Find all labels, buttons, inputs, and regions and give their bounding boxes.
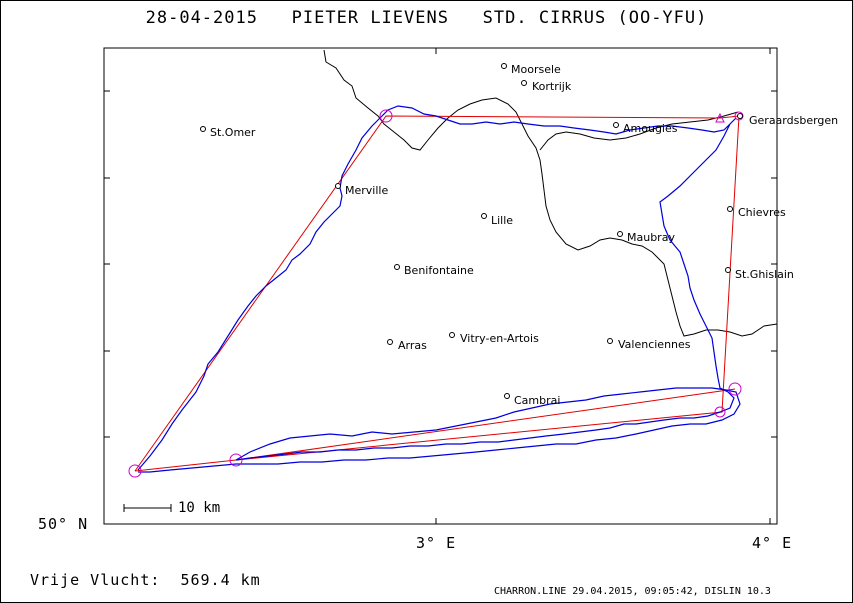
scale-bar bbox=[123, 504, 172, 512]
free-flight-distance: Vrije Vlucht: 569.4 km bbox=[30, 571, 261, 589]
distance-label: Vrije Vlucht: bbox=[30, 571, 161, 589]
finish-triangle bbox=[715, 112, 725, 123]
place-label: Moorsele bbox=[511, 63, 561, 76]
place-label: Geraardsbergen bbox=[749, 114, 839, 127]
place-markers bbox=[200, 63, 743, 399]
footer-info: CHARRON.LINE 29.04.2015, 09:05:42, DISLI… bbox=[494, 586, 771, 597]
place-label: Maubray bbox=[627, 231, 675, 244]
country-border-north bbox=[539, 111, 739, 151]
axis-ticks bbox=[104, 48, 777, 525]
turnpoint-4 bbox=[714, 406, 726, 418]
turnpoint-3 bbox=[728, 382, 742, 396]
place-label: Lille bbox=[491, 214, 514, 227]
country-border bbox=[323, 49, 778, 337]
place-label: Merville bbox=[345, 184, 389, 197]
longitude-label-4e: 4° E bbox=[752, 534, 793, 552]
scale-bar-label: 10 km bbox=[178, 500, 221, 516]
latitude-label: 50° N bbox=[38, 515, 89, 533]
task-lines bbox=[134, 115, 740, 472]
place-label: Amougies bbox=[623, 122, 678, 135]
flight-title: 28-04-2015 PIETER LIEVENS STD. CIRRUS (O… bbox=[145, 8, 708, 28]
place-label: Kortrijk bbox=[532, 80, 572, 93]
turnpoint-5 bbox=[229, 453, 243, 467]
place-label: St.Ghislain bbox=[735, 268, 794, 281]
place-label: Chievres bbox=[738, 206, 786, 219]
place-label: Valenciennes bbox=[618, 338, 691, 351]
plot-area-border bbox=[103, 47, 778, 525]
flight-track bbox=[137, 105, 741, 473]
distance-value: 569.4 km bbox=[180, 571, 261, 589]
turnpoint-start bbox=[128, 464, 142, 478]
turnpoint-1 bbox=[379, 109, 393, 123]
place-label: Arras bbox=[398, 339, 427, 352]
place-label: Vitry-en-Artois bbox=[460, 332, 539, 345]
place-label: Cambrai bbox=[514, 394, 561, 407]
place-label: St.Omer bbox=[210, 126, 256, 139]
longitude-label-3e: 3° E bbox=[416, 534, 457, 552]
place-label: Benifontaine bbox=[404, 264, 474, 277]
